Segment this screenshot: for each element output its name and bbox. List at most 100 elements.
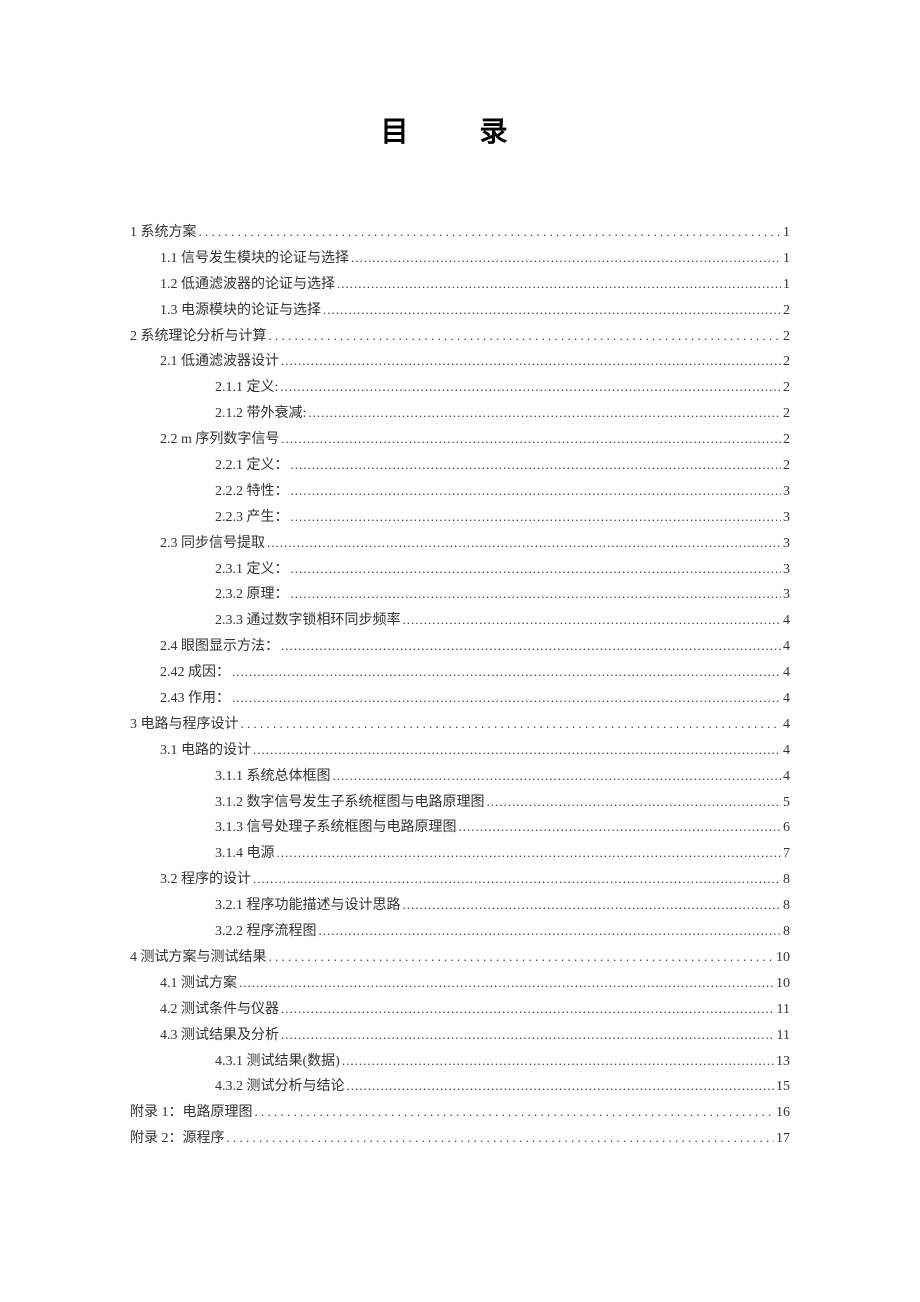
toc-entry: 3.1 电路的设计 4 [130,738,790,764]
toc-leader-dots [232,686,781,712]
toc-entry-label: 2.2.1 定义： [215,453,289,479]
toc-entry-label: 3.1.2 数字信号发生子系统框图与电路原理图 [215,790,485,816]
toc-entry-page: 1 [783,220,790,246]
toc-leader-dots [347,1074,775,1100]
toc-leader-dots [253,738,781,764]
toc-entry-label: 4.3 测试结果及分析 [160,1023,279,1049]
toc-entry-label: 4.3.1 测试结果(数据) [215,1049,340,1075]
toc-leader-dots [333,764,782,790]
toc-leader-dots [281,997,775,1023]
toc-entry-page: 2 [783,298,790,324]
toc-entry-label: 附录 2：源程序 [130,1126,225,1152]
toc-leader-dots [323,298,781,324]
toc-entry-page: 3 [783,479,790,505]
toc-entry-label: 4.2 测试条件与仪器 [160,997,279,1023]
toc-entry: 2.3.2 原理： 3 [130,582,790,608]
toc-entry-page: 3 [783,582,790,608]
toc-entry-page: 1 [783,246,790,272]
toc-entry-label: 2.1.2 带外衰减: [215,401,306,427]
toc-leader-dots [291,505,782,531]
toc-entry: 4.3.1 测试结果(数据) 13 [130,1049,790,1075]
toc-entry: 附录 2：源程序17 [130,1126,790,1152]
toc-entry-page: 13 [776,1049,790,1075]
toc-entry-page: 3 [783,531,790,557]
toc-entry-page: 4 [783,660,790,686]
toc-container: 1 系统方案11.1 信号发生模块的论证与选择11.2 低通滤波器的论证与选择1… [130,220,790,1152]
toc-entry: 1 系统方案 1 [130,220,790,246]
toc-entry-page: 15 [776,1074,790,1100]
toc-entry-label: 4.1 测试方案 [160,971,237,997]
toc-entry-page: 4 [783,634,790,660]
toc-entry-page: 2 [783,453,790,479]
toc-entry-page: 4 [783,764,790,790]
toc-entry-label: 2.3.2 原理： [215,582,289,608]
toc-entry-page: 3 [783,505,790,531]
toc-leader-dots [487,790,782,816]
toc-entry: 4.3 测试结果及分析 11 [130,1023,790,1049]
toc-entry: 4.3.2 测试分析与结论 15 [130,1074,790,1100]
toc-entry-page: 2 [783,349,790,375]
toc-entry: 2.2 m 序列数字信号 2 [130,427,790,453]
toc-entry-page: 10 [776,945,790,971]
toc-entry-label: 1.3 电源模块的论证与选择 [160,298,321,324]
toc-entry-label: 附录 1：电路原理图 [130,1100,253,1126]
toc-entry-page: 2 [783,401,790,427]
toc-entry-label: 2.42 成因： [160,660,230,686]
toc-leader-dots [277,841,782,867]
toc-leader-dots [280,375,781,401]
toc-entry: 1.2 低通滤波器的论证与选择1 [130,272,790,298]
toc-entry-label: 1.1 信号发生模块的论证与选择 [160,246,349,272]
toc-entry-label: 4.3.2 测试分析与结论 [215,1074,345,1100]
toc-entry: 3.2.2 程序流程图8 [130,919,790,945]
toc-leader-dots [291,479,782,505]
toc-leader-dots [403,608,782,634]
toc-entry: 2.42 成因： 4 [130,660,790,686]
toc-entry-label: 2.2.3 产生： [215,505,289,531]
toc-entry-label: 2.4 眼图显示方法： [160,634,279,660]
toc-leader-dots [253,867,781,893]
toc-leader-dots [267,531,781,557]
toc-leader-dots [281,427,781,453]
toc-leader-dots [291,557,782,583]
toc-entry: 2.3 同步信号提取 3 [130,531,790,557]
toc-leader-dots [291,453,782,479]
toc-entry-label: 3.1 电路的设计 [160,738,251,764]
toc-entry: 2.2.3 产生： 3 [130,505,790,531]
toc-leader-dots [291,582,782,608]
toc-leader-dots [269,324,782,350]
toc-leader-dots [281,1023,775,1049]
toc-entry-label: 2.3.1 定义： [215,557,289,583]
toc-entry: 2.3.1 定义：3 [130,557,790,583]
toc-leader-dots [342,1049,774,1075]
toc-leader-dots [227,1126,775,1152]
toc-entry: 4 测试方案与测试结果10 [130,945,790,971]
toc-entry-page: 11 [777,1023,790,1049]
toc-leader-dots [281,634,781,660]
toc-entry-label: 1.2 低通滤波器的论证与选择 [160,272,335,298]
toc-entry-label: 1 系统方案 [130,220,197,246]
toc-entry: 1.3 电源模块的论证与选择 2 [130,298,790,324]
toc-leader-dots [308,401,781,427]
toc-entry-label: 3.2 程序的设计 [160,867,251,893]
toc-entry-page: 2 [783,427,790,453]
toc-leader-dots [319,919,782,945]
toc-entry-page: 8 [783,893,790,919]
toc-entry-label: 3.1.3 信号处理子系统框图与电路原理图 [215,815,457,841]
toc-entry-page: 11 [777,997,790,1023]
toc-entry-page: 5 [783,790,790,816]
toc-entry-label: 3.1.4 电源 [215,841,275,867]
toc-leader-dots [269,945,775,971]
toc-entry: 2.2.2 特性：3 [130,479,790,505]
toc-entry-label: 2.1.1 定义: [215,375,278,401]
toc-entry-page: 7 [783,841,790,867]
toc-entry: 1.1 信号发生模块的论证与选择 1 [130,246,790,272]
toc-entry: 2.4 眼图显示方法： 4 [130,634,790,660]
toc-entry-page: 8 [783,867,790,893]
toc-entry: 3.1.2 数字信号发生子系统框图与电路原理图 5 [130,790,790,816]
toc-entry-label: 2.3 同步信号提取 [160,531,265,557]
toc-entry: 2.3.3 通过数字锁相环同步频率4 [130,608,790,634]
toc-entry-page: 4 [783,608,790,634]
toc-entry-label: 2.2 m 序列数字信号 [160,427,279,453]
toc-entry-page: 6 [783,815,790,841]
toc-entry-page: 4 [783,738,790,764]
